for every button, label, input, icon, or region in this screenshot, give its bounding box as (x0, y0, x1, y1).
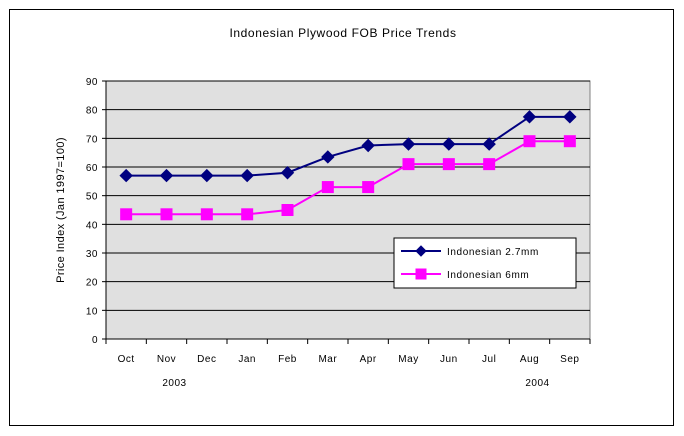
data-point (362, 181, 375, 194)
x-tick-label: Aug (520, 354, 539, 365)
data-point (119, 168, 133, 183)
y-axis-label: Price Index (Jan 1997=100) (55, 137, 67, 283)
y-tick-label: 40 (86, 220, 98, 231)
data-point (402, 158, 415, 171)
data-point (442, 158, 455, 171)
data-point (280, 166, 295, 180)
legend-label: Indonesian 6mm (447, 270, 529, 281)
data-point (120, 208, 133, 221)
x-tick-label: Sep (560, 354, 579, 365)
year-label: 2004 (525, 378, 549, 389)
data-point (563, 110, 577, 124)
x-tick-label: Apr (360, 354, 377, 365)
data-point (442, 137, 456, 151)
y-tick-label: 20 (86, 278, 98, 289)
y-tick-label: 90 (86, 77, 98, 88)
data-point (321, 181, 334, 194)
plot-area (105, 80, 591, 340)
data-point (321, 150, 335, 164)
data-point (200, 168, 214, 183)
y-tick-label: 0 (92, 335, 98, 346)
legend-label: Indonesian 2.7mm (447, 247, 539, 258)
data-point (361, 138, 375, 153)
x-tick-label: May (398, 354, 418, 365)
x-tick-label: Jun (440, 354, 458, 365)
y-tick-label: 70 (86, 134, 98, 145)
data-point (563, 135, 576, 148)
chart: Indonesian Plywood FOB Price Trends 0 10 2… (55, 26, 591, 389)
x-tick-label: Jul (482, 354, 496, 365)
data-point (281, 204, 294, 216)
x-tick-label: Nov (157, 354, 176, 365)
y-tick-label: 30 (86, 249, 98, 260)
data-point (523, 135, 536, 148)
x-tick-label: Dec (197, 354, 216, 365)
y-tick-label: 50 (86, 192, 98, 203)
chart-title: Indonesian Plywood FOB Price Trends (229, 26, 456, 40)
x-tick-label: Oct (118, 354, 135, 365)
y-tick-label: 80 (86, 106, 98, 117)
legend: Indonesian 2.7mm Indonesian 6mm (393, 237, 577, 289)
series-line (126, 140, 570, 216)
data-point (482, 137, 496, 151)
data-point (483, 158, 496, 171)
x-tick-label: Feb (278, 354, 297, 365)
data-point (240, 168, 254, 183)
legend-box (393, 237, 577, 289)
data-point (401, 137, 416, 151)
series-line (126, 115, 570, 177)
data-point (241, 208, 254, 221)
x-tick-label: Jan (238, 354, 256, 365)
data-point (522, 110, 537, 124)
data-point (159, 168, 174, 183)
y-tick-label: 60 (86, 163, 98, 174)
data-point (200, 208, 213, 221)
legend-marker (415, 268, 427, 280)
x-tick-label: Mar (318, 354, 337, 365)
legend-marker (415, 245, 427, 257)
year-label: 2003 (162, 378, 186, 389)
chart-frame: Indonesian Plywood FOB Price Trends 0 10 2… (9, 9, 674, 426)
y-tick-label: 10 (86, 306, 98, 317)
data-point (160, 208, 173, 221)
